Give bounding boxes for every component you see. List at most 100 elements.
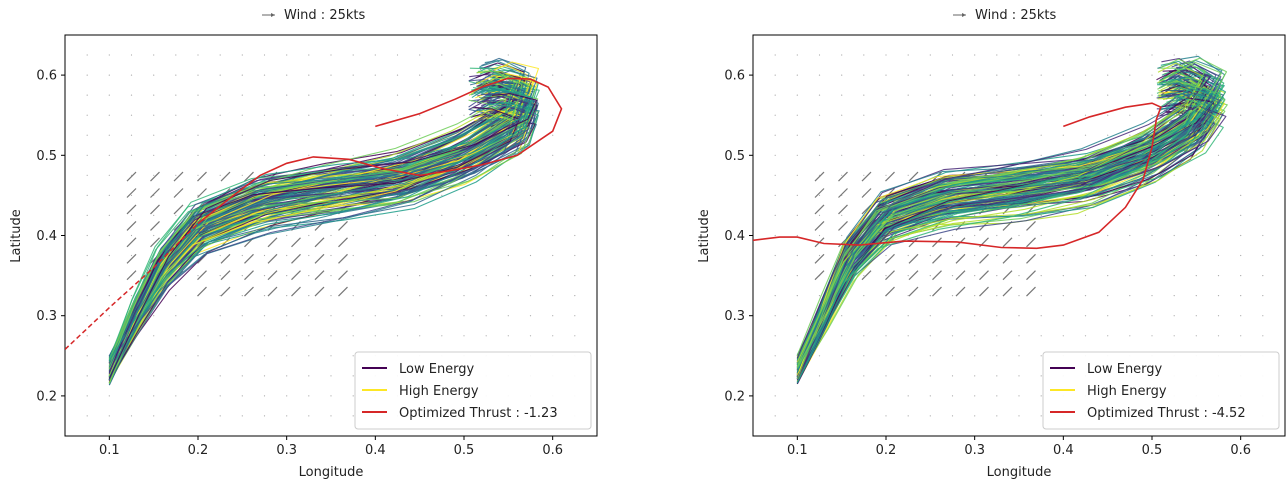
grid-dot xyxy=(308,295,310,297)
grid-dot xyxy=(507,54,509,56)
x-tick-label: 0.2 xyxy=(876,443,897,458)
grid-dot xyxy=(485,254,487,257)
grid-dot xyxy=(552,295,554,297)
grid-dot xyxy=(885,134,887,136)
grid-dot xyxy=(286,94,288,96)
grid-dot xyxy=(863,94,865,96)
ensemble-trajectory xyxy=(108,74,537,363)
grid-dot xyxy=(841,335,843,337)
ensemble-trajectory xyxy=(108,80,524,364)
grid-dot xyxy=(197,375,199,377)
grid-dot xyxy=(796,254,798,257)
grid-dot xyxy=(330,295,332,297)
grid-dot xyxy=(774,54,776,56)
grid-dot xyxy=(263,94,266,96)
grid-dot xyxy=(463,295,465,297)
grid-dot xyxy=(86,54,88,56)
ensemble-trajectory xyxy=(108,93,533,373)
grid-dot xyxy=(485,214,487,216)
grid-dot xyxy=(219,254,221,257)
grid-dot xyxy=(796,315,798,317)
grid-dot xyxy=(774,134,776,136)
grid-dot xyxy=(1040,375,1042,377)
grid-dot xyxy=(441,275,443,277)
wind-arrow xyxy=(814,220,825,231)
grid-dot xyxy=(308,335,310,337)
grid-dot xyxy=(529,335,532,337)
wind-arrow xyxy=(244,253,254,264)
grid-dot xyxy=(996,114,998,116)
grid-dot xyxy=(308,315,310,317)
wind-arrow xyxy=(932,253,942,264)
grid-dot xyxy=(907,94,909,96)
grid-dot xyxy=(818,114,821,116)
grid-dot xyxy=(974,395,976,397)
grid-dot xyxy=(241,94,243,96)
optimized-trajectory-line xyxy=(197,77,563,225)
grid-dot xyxy=(951,335,954,337)
grid-dot xyxy=(1018,315,1020,317)
grid-dot xyxy=(1240,214,1242,216)
grid-dot xyxy=(1151,315,1153,317)
grid-dot xyxy=(263,335,266,337)
wind-arrow xyxy=(814,270,825,281)
grid-dot xyxy=(1217,295,1220,297)
ensemble-trajectory xyxy=(796,69,1211,381)
y-tick-label: 0.6 xyxy=(36,69,57,84)
x-tick-label: 0.3 xyxy=(276,443,297,458)
grid-dot xyxy=(1262,74,1264,76)
grid-dot xyxy=(929,54,931,56)
grid-dot xyxy=(552,134,554,136)
grid-dot xyxy=(863,395,865,397)
grid-dot xyxy=(929,375,931,377)
grid-dot xyxy=(552,214,554,216)
wind-arrow xyxy=(314,286,325,297)
grid-dot xyxy=(863,114,865,116)
grid-dot xyxy=(485,275,487,277)
grid-dot xyxy=(1018,335,1020,337)
grid-dot xyxy=(130,395,133,397)
wind-key-arrowhead xyxy=(962,13,966,17)
grid-dot xyxy=(929,114,931,116)
wind-arrow xyxy=(885,171,895,182)
grid-dot xyxy=(1262,134,1264,136)
wind-arrow xyxy=(861,171,872,182)
grid-dot xyxy=(219,114,221,116)
grid-dot xyxy=(153,134,155,136)
grid-dot xyxy=(374,74,376,76)
grid-dot xyxy=(1084,54,1087,56)
grid-dot xyxy=(1217,54,1220,56)
ensemble-trajectory xyxy=(108,81,522,367)
grid-dot xyxy=(197,395,199,397)
grid-dot xyxy=(774,74,776,76)
grid-dot xyxy=(1040,295,1042,297)
ensemble-trajectory xyxy=(108,106,520,374)
grid-dot xyxy=(885,154,887,156)
grid-dot xyxy=(1240,335,1242,337)
grid-dot xyxy=(974,375,976,377)
grid-dot xyxy=(197,154,199,156)
grid-dot xyxy=(907,134,909,136)
ensemble-trajectories xyxy=(796,55,1228,385)
grid-dot xyxy=(1240,154,1242,156)
grid-dot xyxy=(841,415,843,417)
grid-dot xyxy=(1062,335,1064,337)
grid-dot xyxy=(507,254,509,257)
grid-dot xyxy=(796,174,798,176)
wind-arrow xyxy=(838,220,848,231)
wind-arrow xyxy=(150,171,160,182)
grid-dot xyxy=(907,335,909,337)
grid-dot xyxy=(396,114,399,116)
grid-dot xyxy=(1084,315,1087,317)
ensemble-trajectory xyxy=(796,66,1221,362)
grid-dot xyxy=(1240,134,1242,136)
grid-dot xyxy=(219,295,221,297)
grid-dot xyxy=(130,254,133,257)
grid-dot xyxy=(1062,74,1064,76)
grid-dot xyxy=(818,415,821,417)
grid-dot xyxy=(463,214,465,216)
grid-dot xyxy=(951,315,954,317)
x-tick-label: 0.2 xyxy=(188,443,209,458)
grid-dot xyxy=(774,214,776,216)
grid-dot xyxy=(841,355,843,357)
